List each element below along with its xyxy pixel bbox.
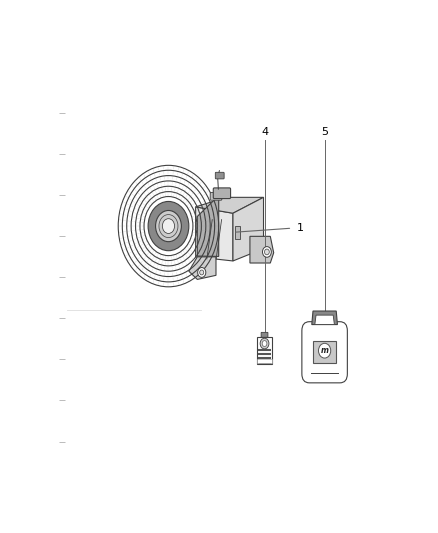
Text: 4: 4 [261,127,268,137]
FancyBboxPatch shape [320,317,329,324]
FancyBboxPatch shape [213,188,230,199]
Circle shape [265,249,269,255]
Polygon shape [197,196,219,256]
Circle shape [148,201,189,251]
FancyBboxPatch shape [257,337,272,364]
FancyBboxPatch shape [258,359,272,363]
Polygon shape [233,197,264,261]
Text: 1: 1 [297,223,304,233]
FancyBboxPatch shape [314,341,336,363]
Polygon shape [196,207,233,261]
Polygon shape [196,197,264,213]
Text: 5: 5 [321,127,328,137]
Polygon shape [315,315,334,325]
Polygon shape [235,226,240,239]
Circle shape [200,270,204,275]
Text: m: m [321,346,328,355]
Circle shape [198,268,206,277]
Circle shape [260,338,269,349]
FancyBboxPatch shape [261,333,268,337]
Circle shape [262,341,267,346]
FancyBboxPatch shape [302,322,347,383]
Circle shape [262,247,271,257]
Circle shape [318,343,331,358]
Polygon shape [250,236,274,263]
Circle shape [155,211,181,241]
Circle shape [162,219,175,233]
Polygon shape [312,311,337,325]
Polygon shape [189,257,216,279]
FancyBboxPatch shape [215,172,224,179]
FancyBboxPatch shape [210,192,222,200]
